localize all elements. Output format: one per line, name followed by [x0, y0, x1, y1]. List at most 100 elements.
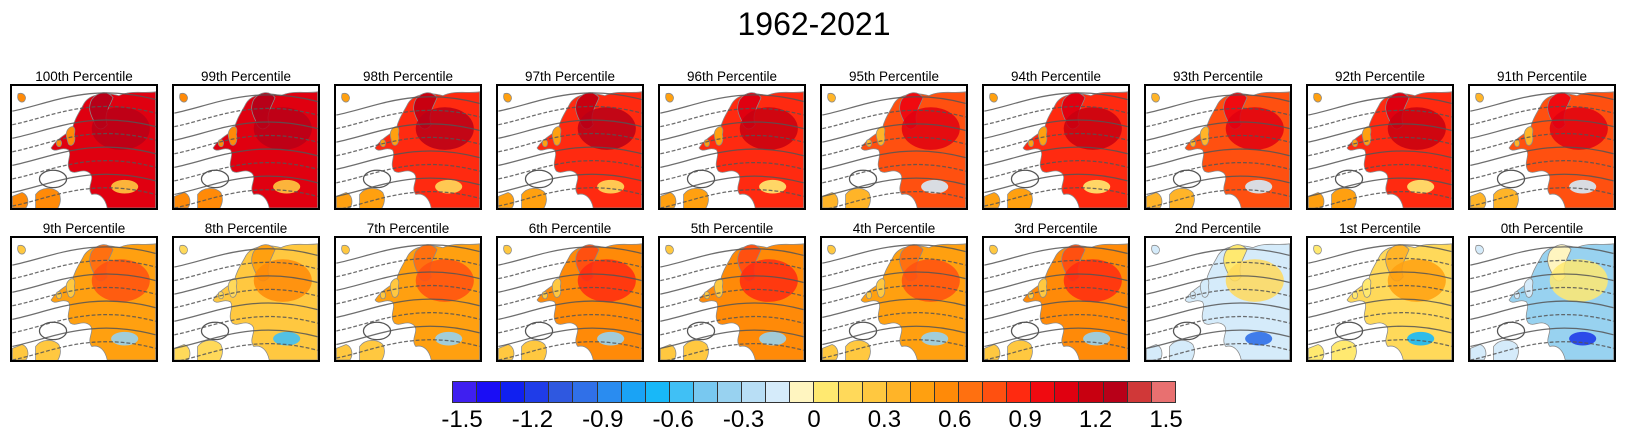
landmass-shape [179, 244, 188, 255]
pressure-contour [336, 284, 480, 305]
pressure-contour [1314, 191, 1452, 208]
pressure-contour [336, 109, 480, 130]
colorbar-tick-label: 1.2 [1078, 406, 1113, 433]
anomaly-core [577, 107, 636, 150]
percentile-panel: 6th Percentile [496, 221, 644, 362]
pressure-contour [822, 163, 966, 184]
pressure-closed-contour [1496, 321, 1526, 341]
pressure-contour [336, 177, 480, 197]
pressure-contour [1470, 273, 1614, 293]
colorbar-tick-label: -0.3 [722, 406, 765, 433]
colorbar-tick-label: 0.9 [1008, 406, 1042, 433]
landmass-shape [174, 344, 191, 360]
pressure-contour [822, 325, 966, 346]
pressure-contour [336, 123, 480, 143]
colorbar-cell [718, 382, 743, 402]
pressure-closed-contour [524, 169, 554, 189]
pressure-contour [1146, 134, 1290, 155]
pressure-contour [822, 339, 966, 359]
pressure-contour [498, 286, 642, 307]
pressure-contour [984, 105, 1128, 126]
panel-title: 97th Percentile [524, 69, 616, 84]
percentile-panel: 97th Percentile [496, 69, 644, 210]
percentile-panel: 100th Percentile [10, 69, 158, 210]
panel-title: 6th Percentile [528, 221, 612, 236]
pressure-contour [498, 119, 642, 139]
colorbar-tick-label: -1.5 [441, 406, 483, 433]
pressure-contour [822, 284, 966, 305]
pressure-contour [174, 121, 318, 141]
colorbar-cell [453, 382, 478, 402]
anomaly-cool-patch [273, 331, 301, 346]
landmass-shape [827, 92, 836, 103]
pressure-contour [498, 173, 642, 194]
pressure-contour [498, 341, 642, 360]
anomaly-map [1306, 84, 1454, 210]
pressure-contour [336, 339, 480, 359]
panel-title: 9th Percentile [42, 221, 126, 236]
pressure-contour [336, 163, 480, 184]
pressure-contour [984, 146, 1128, 167]
anomaly-core [253, 107, 312, 150]
pressure-contour [498, 327, 642, 348]
pressure-contour [1470, 92, 1614, 112]
landmass-shape [389, 278, 400, 298]
pressure-contour [12, 92, 156, 112]
pressure-contour [984, 341, 1128, 360]
pressure-contour [666, 343, 804, 360]
panel-title: 91th Percentile [1496, 69, 1588, 84]
pressure-contour [984, 300, 1128, 320]
pressure-contour [660, 329, 804, 349]
panel-title: 1st Percentile [1339, 221, 1421, 236]
anomaly-core [91, 259, 150, 302]
pressure-contour [1470, 300, 1614, 320]
pressure-contour [336, 150, 480, 170]
landmass-shape [498, 192, 515, 208]
pressure-contour [12, 300, 156, 320]
landmass-shape [227, 126, 238, 146]
panel-title: 92th Percentile [1334, 69, 1426, 84]
landmass-shape [341, 244, 350, 255]
anomaly-core [91, 107, 150, 150]
pressure-contour [984, 92, 1128, 112]
pressure-contour [822, 136, 966, 157]
panel-title: 96th Percentile [686, 69, 778, 84]
pressure-contour [660, 288, 804, 309]
pressure-contour [660, 189, 804, 208]
landmass-shape [1037, 278, 1048, 298]
colorbar-cell [1127, 382, 1152, 402]
landmass-shape [822, 192, 839, 208]
landmass-shape [1493, 188, 1519, 208]
anomaly-map [1468, 84, 1616, 210]
pressure-contour [1146, 175, 1290, 196]
pressure-contour [1470, 259, 1614, 280]
pressure-contour [498, 259, 642, 280]
pressure-contour [1470, 246, 1614, 266]
landmass-shape [65, 126, 76, 146]
pressure-contour [1308, 284, 1452, 305]
pressure-contour [498, 92, 642, 112]
pressure-contour [174, 189, 318, 208]
landmass-shape [197, 340, 223, 360]
colorbar-cell [501, 382, 526, 402]
landmass-shape [1331, 188, 1357, 208]
pressure-contour [660, 261, 804, 282]
panel-title: 8th Percentile [204, 221, 288, 236]
landmass-shape [866, 291, 872, 300]
landmass-shape [1475, 92, 1484, 103]
anomaly-core [739, 107, 798, 150]
pressure-contour [1146, 329, 1290, 349]
landmass-shape [1313, 244, 1322, 255]
anomaly-core [1549, 107, 1608, 150]
anomaly-core [415, 259, 474, 302]
landmass-shape [359, 340, 385, 360]
pressure-contour [12, 160, 156, 180]
anomaly-map [658, 84, 806, 210]
pressure-contour [174, 134, 318, 155]
panel-title: 5th Percentile [690, 221, 774, 236]
colorbar-cell [934, 382, 959, 402]
landmass-shape [845, 340, 871, 360]
colorbar-cell [1103, 382, 1128, 402]
anomaly-core [1063, 259, 1122, 302]
colorbar [452, 381, 1176, 403]
